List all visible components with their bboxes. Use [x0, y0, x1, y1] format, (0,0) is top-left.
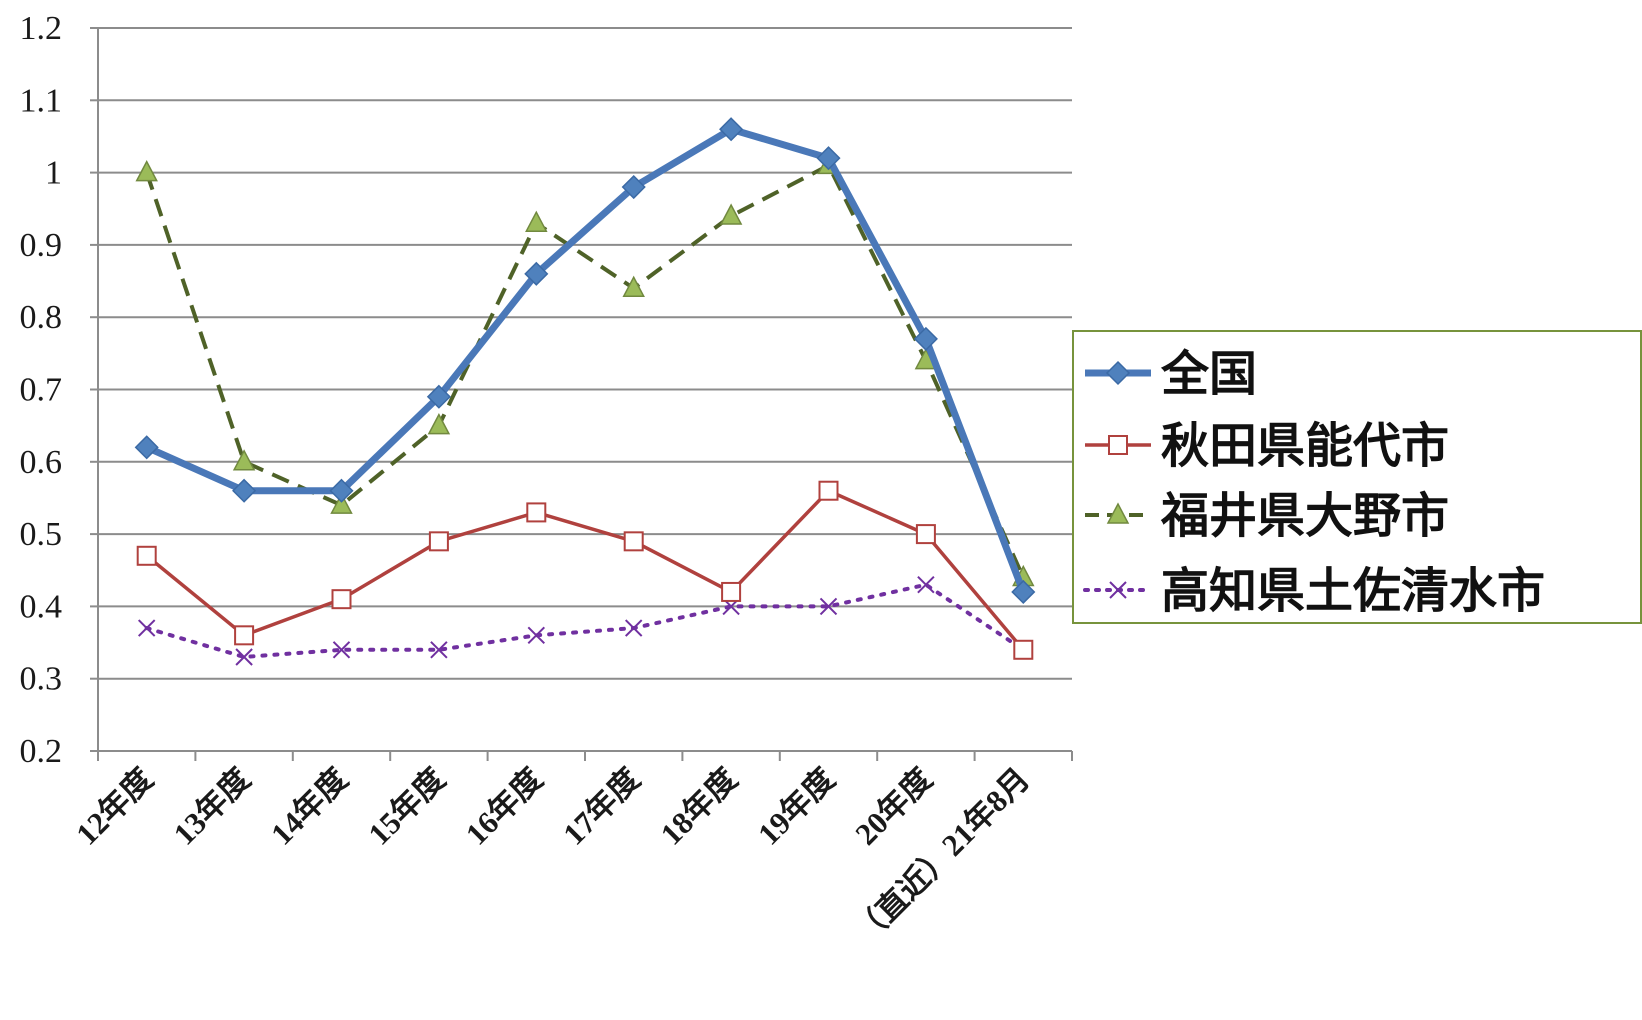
data-point-square — [428, 531, 449, 552]
legend-label: 福井県大野市 — [1160, 488, 1449, 544]
legend-item-2: 福井県大野市 — [1085, 488, 1449, 544]
data-point-triangle — [232, 449, 256, 471]
data-point-diamond — [426, 384, 451, 409]
legend-label: 高知県土佐清水市 — [1161, 563, 1545, 619]
y-tick-label: 1.2 — [20, 10, 63, 47]
data-point-x — [235, 648, 253, 666]
data-point-square — [1013, 639, 1034, 660]
data-point-diamond — [1011, 579, 1036, 605]
data-point-diamond — [719, 117, 744, 142]
data-point-triangle — [622, 275, 645, 298]
data-point-x — [527, 626, 546, 645]
data-point-triangle — [1106, 502, 1130, 524]
data-point-x — [624, 619, 643, 637]
y-tick-label: 0.7 — [20, 372, 63, 409]
y-tick-label: 0.2 — [20, 733, 63, 770]
y-tick-label: 1.1 — [20, 82, 63, 119]
gridlines — [98, 27, 1072, 680]
data-point-triangle — [135, 159, 158, 182]
x-tick-label: 20年度 — [848, 761, 939, 852]
data-point-x — [137, 619, 156, 637]
y-tick-label: 0.5 — [20, 516, 63, 553]
legend-item-3: 高知県土佐清水市 — [1083, 563, 1545, 619]
y-tick-label: 0.6 — [20, 444, 63, 481]
data-point-square — [234, 625, 255, 646]
legend-label: 秋田県能代市 — [1161, 418, 1449, 474]
data-point-diamond — [816, 146, 841, 171]
x-tick-label: 13年度 — [167, 761, 258, 852]
series-line — [145, 125, 1027, 594]
series-line — [144, 582, 1026, 660]
x-axis-tick-labels: 12年度 13年度 14年度 15年度 16年度 17年度 18年度 19年度 20年度（直近）… — [69, 761, 1036, 950]
data-point-diamond — [232, 478, 257, 503]
data-point-diamond — [913, 326, 938, 351]
series-lines — [134, 117, 1036, 666]
data-point-square — [331, 589, 352, 610]
data-point-x — [819, 597, 838, 616]
y-axis-tick-labels: 0.2 0.3 0.4 0.5 0.6 0.7 0.8 0.9 1 1.1 1.2 — [20, 10, 63, 770]
data-point-square — [136, 545, 157, 566]
data-point-square — [915, 524, 936, 545]
legend-box — [1072, 330, 1642, 624]
x-tick-label: 17年度 — [556, 761, 647, 852]
y-tick-label: 0.4 — [20, 588, 63, 625]
data-point-square — [721, 581, 742, 602]
data-point-square — [623, 531, 644, 552]
data-point-diamond — [524, 261, 549, 286]
series-3 — [137, 576, 1033, 666]
data-point-square — [526, 502, 547, 523]
data-point-diamond — [1105, 360, 1131, 386]
x-tick-label: 18年度 — [654, 761, 745, 852]
x-tick-label: 15年度 — [361, 761, 452, 852]
data-point-x — [332, 641, 351, 659]
data-point-diamond — [329, 478, 354, 503]
legend-label: 全国 — [1160, 346, 1257, 402]
legend-item-0: 全国 — [1085, 346, 1257, 402]
data-point-square — [1108, 435, 1128, 455]
series-1 — [136, 480, 1034, 660]
legend-item-1: 秋田県能代市 — [1085, 418, 1449, 474]
x-tick-label: 19年度 — [751, 761, 842, 852]
data-point-square — [818, 480, 839, 501]
y-tick-label: 0.8 — [20, 299, 63, 336]
x-tick-label: 14年度 — [264, 761, 355, 852]
data-point-triangle — [719, 203, 743, 225]
y-tick-label: 1 — [45, 155, 62, 192]
series-line — [144, 163, 1026, 579]
data-point-triangle — [330, 492, 353, 514]
data-point-triangle — [427, 413, 451, 435]
data-point-x — [430, 641, 448, 659]
y-tick-label: 0.3 — [20, 661, 63, 698]
x-tick-label: （直近）21年8月 — [847, 761, 1036, 950]
y-tick-label: 0.9 — [20, 227, 63, 264]
series-line — [145, 488, 1025, 651]
x-tick-label: 16年度 — [459, 761, 550, 852]
data-point-diamond — [134, 435, 159, 460]
data-point-triangle — [525, 210, 548, 232]
axes — [90, 27, 1073, 761]
series-0 — [134, 117, 1036, 605]
x-tick-label: 12年度 — [69, 761, 160, 852]
data-point-diamond — [621, 174, 646, 200]
data-point-x — [917, 576, 935, 594]
data-point-x — [1109, 581, 1127, 599]
